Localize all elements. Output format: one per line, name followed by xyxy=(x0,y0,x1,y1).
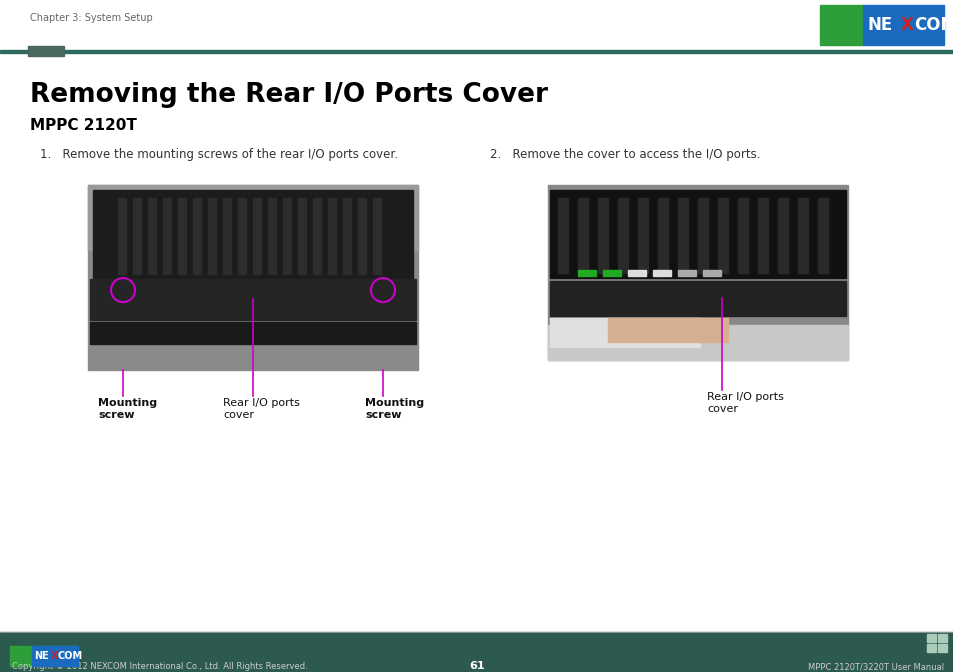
Bar xyxy=(10,646,78,666)
Bar xyxy=(718,198,727,273)
Text: Rear I/O ports
cover: Rear I/O ports cover xyxy=(223,398,299,421)
Bar xyxy=(698,198,707,273)
Bar xyxy=(678,198,687,273)
Bar xyxy=(797,198,807,273)
Bar xyxy=(132,198,141,274)
Text: X: X xyxy=(51,651,58,661)
Text: 61: 61 xyxy=(469,661,484,671)
Bar xyxy=(28,46,64,56)
Text: COM: COM xyxy=(58,651,83,661)
Bar xyxy=(193,198,201,274)
Bar xyxy=(88,185,417,250)
Text: COM: COM xyxy=(913,16,953,34)
Bar xyxy=(862,5,943,45)
Text: Removing the Rear I/O Ports Cover: Removing the Rear I/O Ports Cover xyxy=(30,82,547,108)
Bar xyxy=(0,50,953,53)
Bar xyxy=(268,198,276,274)
Bar xyxy=(652,269,670,276)
Bar xyxy=(148,198,156,274)
Bar xyxy=(778,198,787,273)
Text: MPPC 2120T: MPPC 2120T xyxy=(30,118,136,133)
Bar xyxy=(598,198,607,273)
Bar xyxy=(618,198,627,273)
Text: Chapter 3: System Setup: Chapter 3: System Setup xyxy=(30,13,152,23)
Bar xyxy=(937,634,946,642)
Text: Rear I/O ports
cover: Rear I/O ports cover xyxy=(706,392,783,415)
Bar xyxy=(208,198,216,274)
Bar xyxy=(678,269,696,276)
Bar xyxy=(550,317,700,347)
Bar xyxy=(547,185,847,360)
Bar xyxy=(926,644,935,652)
Bar xyxy=(702,269,720,276)
Bar xyxy=(343,198,351,274)
Bar xyxy=(90,279,416,319)
Text: 2.   Remove the cover to access the I/O ports.: 2. Remove the cover to access the I/O po… xyxy=(490,148,760,161)
Text: X: X xyxy=(900,16,913,34)
Bar xyxy=(926,634,935,642)
Bar xyxy=(163,198,172,274)
Bar xyxy=(558,198,567,273)
Bar xyxy=(607,317,727,342)
Bar xyxy=(223,198,231,274)
Bar xyxy=(373,198,381,274)
Bar xyxy=(758,198,767,273)
Bar xyxy=(237,198,246,274)
Text: Mounting
screw: Mounting screw xyxy=(98,398,157,421)
Bar xyxy=(328,198,335,274)
Bar xyxy=(820,5,862,45)
Text: 1.   Remove the mounting screws of the rear I/O ports cover.: 1. Remove the mounting screws of the rea… xyxy=(40,148,397,161)
Bar xyxy=(578,198,587,273)
Bar xyxy=(658,198,667,273)
Bar xyxy=(602,269,620,276)
Bar xyxy=(547,325,847,360)
Bar xyxy=(550,280,845,315)
Bar xyxy=(627,269,645,276)
Bar xyxy=(283,198,291,274)
Bar xyxy=(88,185,417,370)
Bar xyxy=(357,198,366,274)
Bar xyxy=(0,632,953,672)
Bar xyxy=(937,644,946,652)
Bar xyxy=(178,198,186,274)
Bar xyxy=(118,198,126,274)
Text: MPPC 2120T/3220T User Manual: MPPC 2120T/3220T User Manual xyxy=(807,662,943,671)
Bar xyxy=(90,321,416,343)
Bar xyxy=(313,198,321,274)
Bar xyxy=(550,190,845,278)
Text: Mounting
screw: Mounting screw xyxy=(365,398,424,421)
Bar xyxy=(0,0,953,50)
Bar xyxy=(638,198,647,273)
Bar xyxy=(817,198,827,273)
Bar xyxy=(738,198,747,273)
Text: NE: NE xyxy=(866,16,891,34)
Bar xyxy=(92,190,413,279)
Text: Copyright © 2012 NEXCOM International Co., Ltd. All Rights Reserved.: Copyright © 2012 NEXCOM International Co… xyxy=(12,662,308,671)
Bar xyxy=(32,646,78,666)
Bar xyxy=(297,198,306,274)
Text: NE: NE xyxy=(34,651,49,661)
Bar xyxy=(578,269,596,276)
Bar xyxy=(253,198,261,274)
